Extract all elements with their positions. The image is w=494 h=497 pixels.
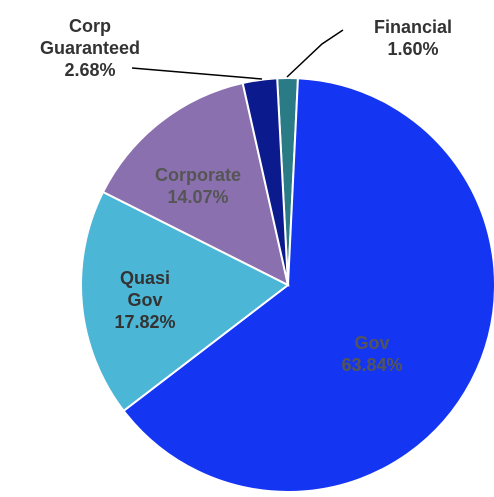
slice-name: Corp Guaranteed — [39, 16, 141, 58]
slice-label: Financial 1.60% — [374, 16, 452, 60]
slice-label: Gov 63.84% — [341, 332, 402, 376]
slice-name: Gov — [354, 333, 390, 353]
pie-slice — [241, 77, 289, 286]
slice-label: Corp Guaranteed 2.68% — [40, 15, 140, 81]
slice-name: Corporate — [154, 165, 242, 185]
slice-name: Financial — [373, 17, 453, 37]
slice-value: 63.84% — [341, 355, 403, 375]
pie-slice — [80, 190, 290, 413]
slice-value: 14.07% — [167, 187, 229, 207]
pie-slice — [101, 81, 290, 287]
leader-line — [131, 67, 263, 80]
slice-label: Quasi Gov 17.82% — [114, 267, 175, 333]
slice-label: Corporate 14.07% — [155, 164, 241, 208]
slice-name: Quasi Gov — [119, 268, 171, 310]
pie-slice — [122, 77, 494, 493]
slice-value: 2.68% — [64, 60, 116, 80]
slice-value: 17.82% — [114, 312, 176, 332]
leader-line — [286, 29, 344, 78]
slice-value: 1.60% — [387, 39, 439, 59]
